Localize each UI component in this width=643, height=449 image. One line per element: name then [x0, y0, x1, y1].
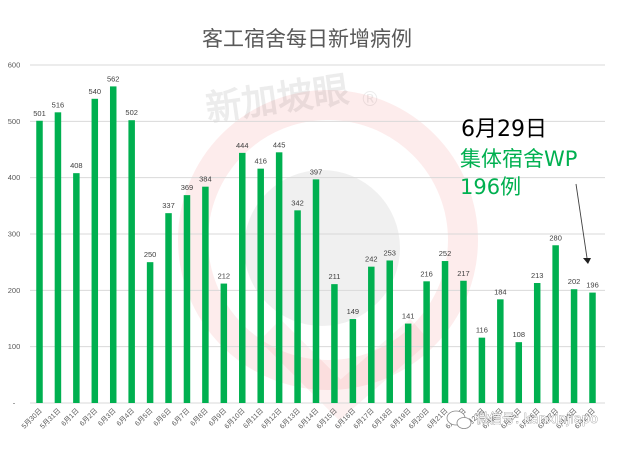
y-tick-label: 200: [8, 286, 21, 295]
data-label: 502: [125, 108, 138, 117]
data-label: 540: [89, 87, 102, 96]
bar: [128, 120, 135, 403]
data-label: 397: [310, 167, 323, 176]
bar: [294, 210, 301, 403]
annotation-line3: 196例: [460, 175, 521, 199]
bar: [220, 283, 228, 403]
bar: [478, 337, 486, 403]
bar: [570, 289, 578, 403]
data-label: 242: [365, 255, 378, 264]
bar: [441, 261, 449, 403]
x-tick-label: 6月8日: [189, 407, 210, 428]
data-label: 108: [513, 330, 526, 339]
gridlines: [30, 64, 605, 404]
bar: [257, 168, 264, 403]
x-tick-label: 6月4日: [115, 407, 136, 428]
annotation-line2: 集体宿舍WP: [460, 147, 577, 171]
x-tick-label: 6月7日: [170, 407, 191, 428]
y-tick-label: 500: [8, 117, 21, 126]
annotation-arrow-line: [575, 183, 588, 259]
data-label: 342: [291, 198, 304, 207]
bar: [73, 173, 80, 403]
bar: [423, 281, 430, 403]
bar: [386, 260, 393, 403]
x-tick-label: 6月1日: [60, 407, 81, 428]
bar: [533, 283, 541, 403]
bar: [202, 186, 209, 403]
data-label: 516: [52, 100, 65, 109]
data-label: 211: [328, 272, 340, 281]
x-tick-label: 5月31日: [39, 407, 63, 431]
data-label: 184: [494, 287, 507, 296]
x-tick-label: 6月3日: [97, 407, 118, 428]
data-label: 444: [236, 141, 249, 150]
x-tick-label: 6月5日: [133, 407, 154, 428]
data-label: 196: [586, 281, 599, 290]
bar: [552, 245, 559, 403]
bar: [589, 292, 596, 403]
data-label: 216: [420, 269, 433, 278]
wechat-icon: [446, 410, 472, 429]
data-label: 213: [531, 271, 544, 280]
bar: [460, 280, 467, 403]
bar: [368, 266, 375, 403]
bar: [239, 152, 246, 403]
data-label: 280: [549, 233, 562, 242]
arrow-head-icon: [583, 258, 591, 264]
data-label: 562: [107, 74, 120, 83]
data-label: 149: [347, 307, 360, 316]
data-label: 116: [476, 326, 488, 335]
bar: [183, 195, 191, 403]
annotation: 6月29日 集体宿舍WP 196例: [460, 117, 591, 264]
data-label: 253: [383, 248, 396, 257]
bar: [275, 152, 283, 403]
y-tick-label: 100: [8, 342, 21, 351]
watermark-logo: 新加坡眼 ®: [178, 69, 478, 421]
data-label: 337: [162, 201, 175, 210]
bar: [165, 213, 172, 403]
bar: [515, 342, 523, 403]
bar: [109, 86, 117, 403]
data-label: 501: [33, 109, 46, 118]
bar: [146, 262, 154, 403]
data-label: 217: [457, 269, 470, 278]
bar: [312, 179, 320, 403]
data-label: 369: [181, 183, 194, 192]
wechat-id: 微信号: kanxinjiapo: [476, 412, 598, 427]
data-label: 202: [568, 277, 581, 286]
data-label: 416: [254, 157, 267, 166]
bar: [404, 323, 412, 403]
data-label: 141: [402, 312, 415, 321]
x-tick-label: 6月6日: [152, 407, 173, 428]
chart-title: 客工宿舍每日新增病例: [202, 27, 412, 51]
y-tick-label: 400: [8, 173, 21, 182]
data-label: 445: [273, 140, 286, 149]
bar: [91, 98, 99, 404]
bar: [349, 319, 357, 403]
data-labels: 501 516 408 540 562 502 250 337 369 384 212 444 416 4…: [33, 74, 599, 339]
data-label: 212: [218, 272, 231, 281]
wechat-watermark: 微信号: kanxinjiapo: [446, 410, 598, 429]
y-tick-label: 300: [8, 230, 21, 239]
y-axis-ticks: - 100 200 300 400 500 600: [8, 61, 21, 408]
data-label: 250: [144, 250, 157, 259]
data-label: 408: [70, 161, 83, 170]
bar: [36, 120, 43, 404]
data-label: 384: [199, 175, 212, 184]
bar: [54, 112, 62, 403]
registered-mark: ®: [360, 87, 380, 111]
y-tick-label: 600: [8, 61, 21, 70]
y-tick-label: -: [13, 399, 16, 408]
x-tick-label: 6月2日: [78, 407, 99, 428]
data-label: 252: [439, 249, 452, 258]
bars: [36, 86, 596, 404]
annotation-date: 6月29日: [461, 117, 547, 142]
bar: [331, 284, 338, 403]
bar: [497, 299, 504, 403]
